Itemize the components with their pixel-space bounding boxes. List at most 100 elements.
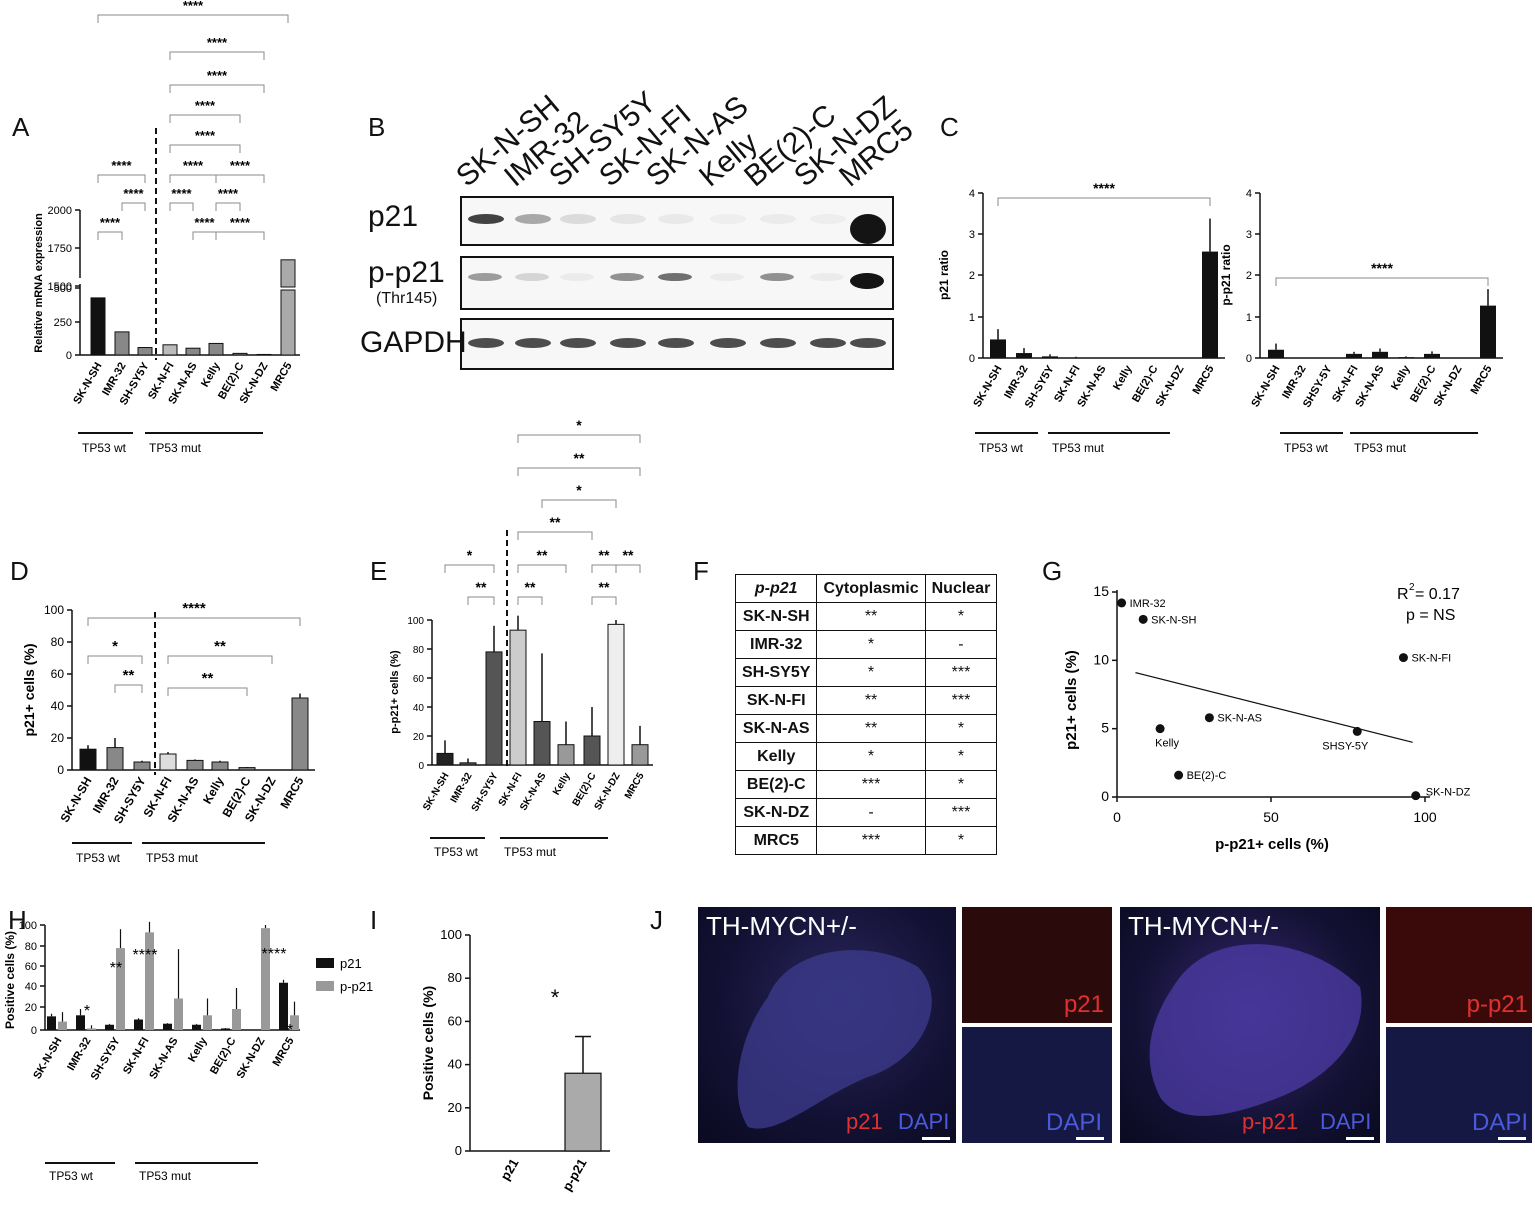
panel-g-y-label: p21+ cells (%) xyxy=(1063,650,1080,750)
panel-d-bar xyxy=(238,767,256,771)
tissue-left xyxy=(737,950,932,1129)
panel-e-sig-bracket xyxy=(541,499,617,508)
panel-a-sig-label: **** xyxy=(100,215,121,230)
table-cell-line: Kelly xyxy=(734,742,818,771)
panel-d-x-tick-label: MRC5 xyxy=(277,774,306,811)
blot-band-pp21 xyxy=(710,273,744,281)
panel-a-x-tick-label: SK-N-SH xyxy=(71,360,104,406)
panel-c1-group-mut: TP53 mut xyxy=(1052,441,1105,455)
panel-label-b: B xyxy=(368,112,386,142)
panel-h-x-tick-label: SK-N-DZ xyxy=(235,1035,268,1080)
panel-d-y-label: p21+ cells (%) xyxy=(21,644,37,737)
table-row: SK-N-FI ** *** xyxy=(734,686,998,715)
micro-left-title: TH-MYCN+/- xyxy=(706,911,857,941)
panel-c1-bar xyxy=(1042,356,1058,358)
blot-band-pp21 xyxy=(468,273,502,281)
blot-band-gapdh xyxy=(468,338,504,348)
panel-a-sig-label: **** xyxy=(123,186,144,201)
panel-e-sig-label: ** xyxy=(599,547,610,563)
panel-h-sig-label: * xyxy=(84,1003,90,1020)
blot-band-gapdh xyxy=(515,338,551,348)
panel-a-x-tick-label: Kelly xyxy=(199,360,223,390)
panel-a-bar xyxy=(232,352,248,356)
panel-c1-x-tick-label: MRC5 xyxy=(1191,364,1217,397)
table-body: SK-N-SH ** * IMR-32 * - SH-SY5Y * *** SK-N-FI ** **… xyxy=(734,602,998,855)
panel-e-x-tick-label: SH-SY5Y xyxy=(470,771,501,814)
panel-g-point-label: SK-N-DZ xyxy=(1426,787,1471,799)
panel-a-bar xyxy=(185,347,201,356)
panel-e-sig-bracket xyxy=(591,564,617,573)
table-cell-cytoplasmic: * xyxy=(816,742,926,771)
panel-h-bar-p-p21 xyxy=(58,1021,67,1030)
panel-h-y-tick-label: 20 xyxy=(25,1002,37,1014)
panel-a-sig-bracket xyxy=(121,202,146,211)
panel-a-y-tick-label: 0 xyxy=(66,350,72,362)
panel-c2-bar xyxy=(1268,349,1284,358)
panel-h-legend-swatch-p21 xyxy=(316,958,334,968)
panel-a-bar xyxy=(162,344,178,356)
panel-g-point-label: Kelly xyxy=(1155,738,1179,750)
panel-c1-y-tick-label: 1 xyxy=(969,312,975,324)
panel-g-point xyxy=(1411,791,1421,801)
panel-c2-y-label: p-p21 ratio xyxy=(1219,244,1233,305)
panel-g-point-label: BE(2)-C xyxy=(1187,770,1227,782)
panel-a-bar xyxy=(256,353,272,356)
panel-a-axis-break xyxy=(77,278,85,284)
panel-d-y-tick-label: 20 xyxy=(51,731,65,745)
table-row: SK-N-DZ - *** xyxy=(734,798,998,827)
panel-i-x-tick-label: p21 xyxy=(497,1156,521,1183)
panel-c1-x-tick-label: SK-N-SH xyxy=(971,363,1004,409)
panel-d-x-tick-label: SK-N-SH xyxy=(57,775,94,825)
panel-e-y-tick-label: 100 xyxy=(407,616,424,627)
table-row: SK-N-SH ** * xyxy=(734,602,998,631)
panel-g-y-tick-label: 10 xyxy=(1093,651,1109,667)
panel-a-sig-bracket xyxy=(169,202,194,211)
panel-a-y-label: Relative mRNA expression xyxy=(33,213,45,353)
blot-band-gapdh xyxy=(810,338,846,348)
panel-c2-x-tick-label: SK-N-SH xyxy=(1249,363,1282,409)
panel-i-y-tick-label: 100 xyxy=(440,927,462,942)
blot-band-p21 xyxy=(710,214,746,224)
table-cell-line: SK-N-FI xyxy=(734,686,818,715)
panel-e-bar xyxy=(631,744,649,766)
panel-a-sig-label: **** xyxy=(195,128,216,143)
blot-band-gapdh xyxy=(760,338,796,348)
panel-i-sig-label: * xyxy=(551,985,560,1010)
panel-e-bar xyxy=(509,629,527,766)
panel-h-x-tick-label: BE(2)-C xyxy=(208,1035,239,1076)
panel-a-sig-label: **** xyxy=(195,98,216,113)
panel-e-x-tick-label: MRC5 xyxy=(623,771,647,801)
panel-a-sig-label: **** xyxy=(207,35,228,50)
panel-h-y-tick-label: 80 xyxy=(25,941,37,953)
panel-a-sig-label: **** xyxy=(183,0,204,13)
panel-h-bar-p-p21 xyxy=(290,1015,299,1030)
panel-e-sig-bracket xyxy=(517,434,641,443)
panel-c1-y-label: p21 ratio xyxy=(937,250,951,300)
micro-left-blue-label: DAPI xyxy=(898,1109,950,1134)
panel-h-bar-p21 xyxy=(221,1028,230,1030)
panel-d-sig-bracket xyxy=(114,684,143,693)
inset-dapi-right-label: DAPI xyxy=(1471,1109,1528,1136)
panel-c2-sig-bracket xyxy=(1275,277,1489,286)
table-row: Kelly * * xyxy=(734,742,998,771)
table-cell-cytoplasmic: ** xyxy=(816,686,926,715)
panel-e-sig-label: ** xyxy=(525,579,536,595)
table-cell-nuclear: * xyxy=(924,742,998,771)
blot-band-pp21 xyxy=(760,273,794,281)
panel-e-y-tick-label: 20 xyxy=(413,732,425,743)
panel-c2-x-tick-label: IMR-32 xyxy=(1280,364,1308,401)
blot-band-pp21 xyxy=(515,273,549,281)
panel-h-bar-p-p21 xyxy=(174,998,183,1030)
table-cell-line: MRC5 xyxy=(734,826,818,855)
panel-h-bar-p-p21 xyxy=(203,1015,212,1030)
panel-c1-x-tick-label: Kelly xyxy=(1111,363,1135,393)
panel-c2-bar xyxy=(1372,351,1388,358)
panel-a-sig-bracket xyxy=(97,14,289,23)
panel-c1-group-wt: TP53 wt xyxy=(979,441,1024,455)
table-cell-nuclear: - xyxy=(924,630,998,659)
panel-c2-bar xyxy=(1424,353,1440,358)
panel-i-bar xyxy=(564,1072,602,1152)
panel-d-sig-bracket xyxy=(87,617,301,626)
panel-a-y-tick-label: 2000 xyxy=(48,205,72,217)
panel-g-r2-sup: 2 xyxy=(1409,582,1415,593)
